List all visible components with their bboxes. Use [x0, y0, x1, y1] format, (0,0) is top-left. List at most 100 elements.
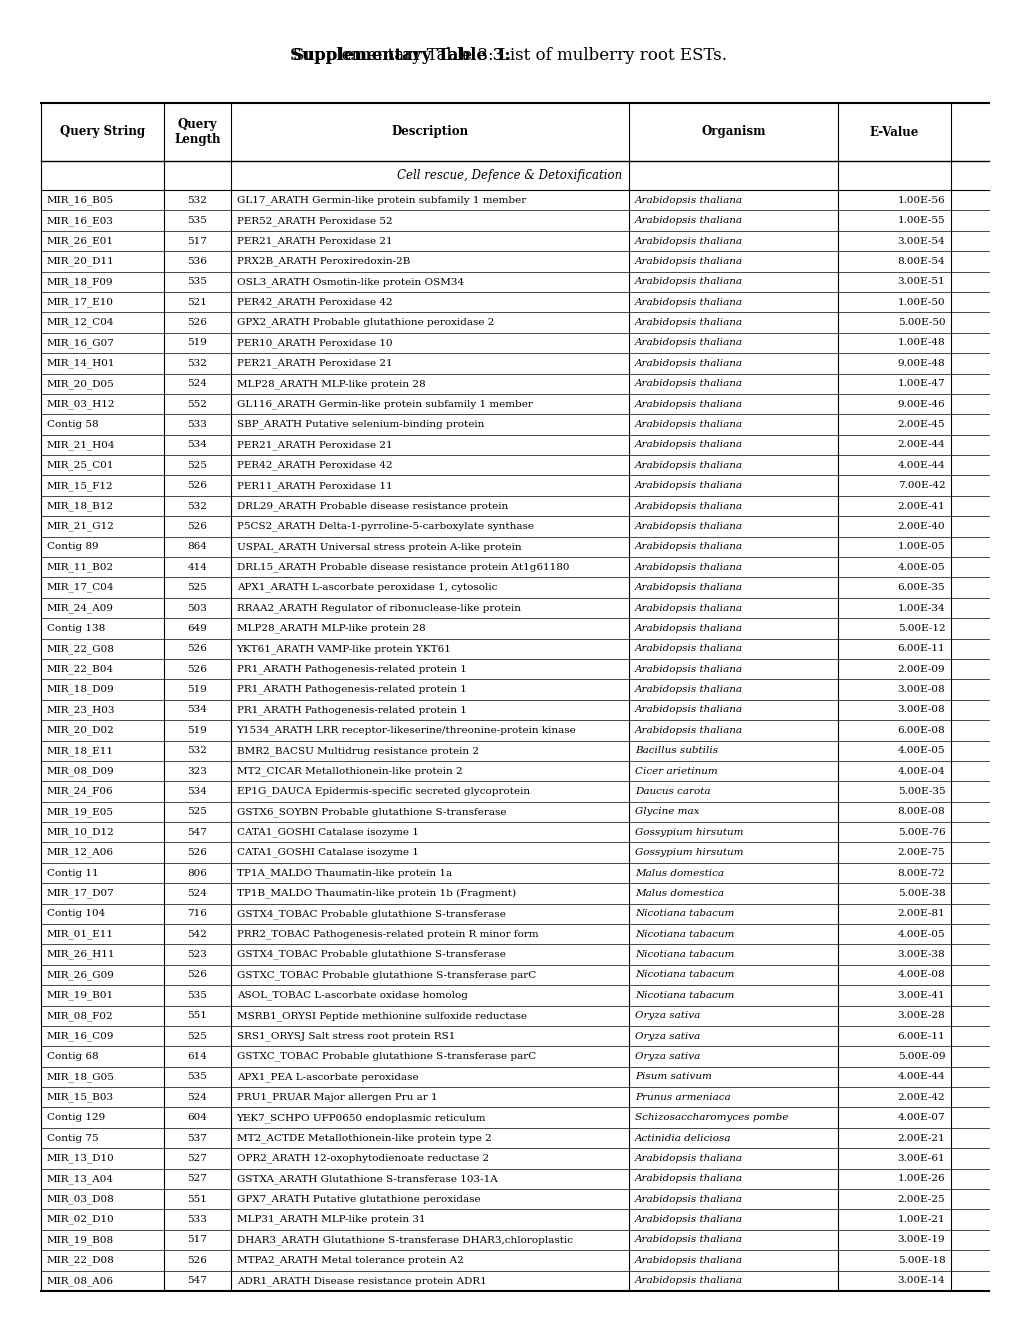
Text: GSTXC_TOBAC Probable glutathione S-transferase parC: GSTXC_TOBAC Probable glutathione S-trans… [236, 970, 535, 979]
Text: MIR_23_H03: MIR_23_H03 [47, 705, 115, 715]
Text: MIR_26_E01: MIR_26_E01 [47, 236, 114, 246]
Text: MIR_25_C01: MIR_25_C01 [47, 461, 114, 470]
Text: MIR_22_B04: MIR_22_B04 [47, 664, 114, 675]
Text: MLP28_ARATH MLP-like protein 28: MLP28_ARATH MLP-like protein 28 [236, 623, 425, 634]
Text: 5.00E-18: 5.00E-18 [897, 1255, 945, 1265]
Text: GPX2_ARATH Probable glutathione peroxidase 2: GPX2_ARATH Probable glutathione peroxida… [236, 318, 493, 327]
Text: Arabidopsis thaliana: Arabidopsis thaliana [635, 543, 742, 552]
Text: PER52_ARATH Peroxidase 52: PER52_ARATH Peroxidase 52 [236, 215, 392, 226]
Text: MIR_21_G12: MIR_21_G12 [47, 521, 115, 532]
Text: MIR_03_D08: MIR_03_D08 [47, 1195, 114, 1204]
Text: 524: 524 [187, 379, 207, 388]
Text: MIR_03_H12: MIR_03_H12 [47, 399, 115, 409]
Text: MT2_ACTDE Metallothionein-like protein type 2: MT2_ACTDE Metallothionein-like protein t… [236, 1133, 491, 1143]
Text: 535: 535 [187, 1072, 207, 1081]
Text: MIR_01_E11: MIR_01_E11 [47, 929, 114, 939]
Text: 527: 527 [187, 1154, 207, 1163]
Text: 519: 519 [187, 726, 207, 735]
Text: 525: 525 [187, 1032, 207, 1040]
Text: 534: 534 [187, 441, 207, 449]
Text: TP1A_MALDO Thaumatin-like protein 1a: TP1A_MALDO Thaumatin-like protein 1a [236, 869, 451, 878]
Text: 526: 526 [187, 318, 207, 327]
Text: GSTX4_TOBAC Probable glutathione S-transferase: GSTX4_TOBAC Probable glutathione S-trans… [236, 949, 505, 960]
Text: 604: 604 [187, 1113, 207, 1122]
Text: Gossypium hirsutum: Gossypium hirsutum [635, 828, 743, 837]
Text: 2.00E-09: 2.00E-09 [897, 665, 945, 673]
Text: 6.00E-35: 6.00E-35 [897, 583, 945, 593]
Text: 526: 526 [187, 849, 207, 857]
Text: PRX2B_ARATH Peroxiredoxin-2B: PRX2B_ARATH Peroxiredoxin-2B [236, 256, 410, 267]
Text: Arabidopsis thaliana: Arabidopsis thaliana [635, 1276, 742, 1286]
Text: 534: 534 [187, 705, 207, 714]
Text: Y1534_ARATH LRR receptor-likeserine/threonine-protein kinase: Y1534_ARATH LRR receptor-likeserine/thre… [236, 726, 576, 735]
Text: 8.00E-08: 8.00E-08 [897, 808, 945, 816]
Text: DRL29_ARATH Probable disease resistance protein: DRL29_ARATH Probable disease resistance … [236, 502, 507, 511]
Text: 524: 524 [187, 888, 207, 898]
Text: MIR_24_F06: MIR_24_F06 [47, 787, 113, 796]
Text: 533: 533 [187, 1216, 207, 1224]
Text: 7.00E-42: 7.00E-42 [897, 482, 945, 490]
Text: YKT61_ARATH VAMP-like protein YKT61: YKT61_ARATH VAMP-like protein YKT61 [236, 644, 451, 653]
Text: Supplementary Table 3: List of mulberry root ESTs.: Supplementary Table 3: List of mulberry … [292, 48, 727, 63]
Text: MIR_20_D05: MIR_20_D05 [47, 379, 114, 388]
Text: 8.00E-54: 8.00E-54 [897, 257, 945, 265]
Text: Arabidopsis thaliana: Arabidopsis thaliana [635, 726, 742, 735]
Text: Arabidopsis thaliana: Arabidopsis thaliana [635, 502, 742, 511]
Text: 5.00E-50: 5.00E-50 [897, 318, 945, 327]
Text: Nicotiana tabacum: Nicotiana tabacum [635, 991, 734, 999]
Text: Query String: Query String [60, 125, 145, 139]
Text: 2.00E-81: 2.00E-81 [897, 909, 945, 919]
Text: GSTXA_ARATH Glutathione S-transferase 103-1A: GSTXA_ARATH Glutathione S-transferase 10… [236, 1173, 497, 1184]
Text: Oryza sativa: Oryza sativa [635, 1032, 700, 1040]
Text: MIR_26_H11: MIR_26_H11 [47, 949, 115, 960]
Text: 5.00E-09: 5.00E-09 [897, 1052, 945, 1061]
Text: 535: 535 [187, 277, 207, 286]
Text: Arabidopsis thaliana: Arabidopsis thaliana [635, 318, 742, 327]
Text: 2.00E-21: 2.00E-21 [897, 1134, 945, 1143]
Text: PER21_ARATH Peroxidase 21: PER21_ARATH Peroxidase 21 [236, 440, 392, 450]
Text: Supplementary Table 3:: Supplementary Table 3: [289, 48, 510, 63]
Text: 547: 547 [187, 1276, 207, 1286]
Text: MT2_CICAR Metallothionein-like protein 2: MT2_CICAR Metallothionein-like protein 2 [236, 766, 462, 776]
Text: MSRB1_ORYSI Peptide methionine sulfoxide reductase: MSRB1_ORYSI Peptide methionine sulfoxide… [236, 1011, 526, 1020]
Text: 6.00E-08: 6.00E-08 [897, 726, 945, 735]
Text: 527: 527 [187, 1175, 207, 1183]
Text: 535: 535 [187, 991, 207, 999]
Text: MIR_18_D09: MIR_18_D09 [47, 685, 114, 694]
Text: PER21_ARATH Peroxidase 21: PER21_ARATH Peroxidase 21 [236, 236, 392, 246]
Text: 4.00E-05: 4.00E-05 [897, 562, 945, 572]
Text: MIR_19_B01: MIR_19_B01 [47, 990, 114, 1001]
Text: MIR_24_A09: MIR_24_A09 [47, 603, 114, 612]
Text: 547: 547 [187, 828, 207, 837]
Text: Arabidopsis thaliana: Arabidopsis thaliana [635, 257, 742, 265]
Text: 503: 503 [187, 603, 207, 612]
Text: 5.00E-35: 5.00E-35 [897, 787, 945, 796]
Text: Arabidopsis thaliana: Arabidopsis thaliana [635, 562, 742, 572]
Text: 1.00E-55: 1.00E-55 [897, 216, 945, 226]
Text: 517: 517 [187, 236, 207, 246]
Text: Malus domestica: Malus domestica [635, 888, 723, 898]
Text: 5.00E-38: 5.00E-38 [897, 888, 945, 898]
Text: 2.00E-25: 2.00E-25 [897, 1195, 945, 1204]
Text: 519: 519 [187, 338, 207, 347]
Text: GL116_ARATH Germin-like protein subfamily 1 member: GL116_ARATH Germin-like protein subfamil… [236, 399, 532, 409]
Text: 8.00E-72: 8.00E-72 [897, 869, 945, 878]
Text: 526: 526 [187, 1255, 207, 1265]
Text: Arabidopsis thaliana: Arabidopsis thaliana [635, 1195, 742, 1204]
Text: PR1_ARATH Pathogenesis-related protein 1: PR1_ARATH Pathogenesis-related protein 1 [236, 664, 466, 675]
Text: APX1_PEA L-ascorbate peroxidase: APX1_PEA L-ascorbate peroxidase [236, 1072, 418, 1082]
Text: Arabidopsis thaliana: Arabidopsis thaliana [635, 216, 742, 226]
Text: Contig 89: Contig 89 [47, 543, 99, 552]
Text: 3.00E-38: 3.00E-38 [897, 950, 945, 960]
Text: 1.00E-05: 1.00E-05 [897, 543, 945, 552]
Text: 716: 716 [187, 909, 207, 919]
Text: 521: 521 [187, 298, 207, 306]
Text: 526: 526 [187, 521, 207, 531]
Text: MIR_19_B08: MIR_19_B08 [47, 1236, 114, 1245]
Text: 2.00E-40: 2.00E-40 [897, 521, 945, 531]
Text: 525: 525 [187, 808, 207, 816]
Text: Malus domestica: Malus domestica [635, 869, 723, 878]
Text: MIR_15_B03: MIR_15_B03 [47, 1093, 114, 1102]
Text: Arabidopsis thaliana: Arabidopsis thaliana [635, 338, 742, 347]
Text: Gossypium hirsutum: Gossypium hirsutum [635, 849, 743, 857]
